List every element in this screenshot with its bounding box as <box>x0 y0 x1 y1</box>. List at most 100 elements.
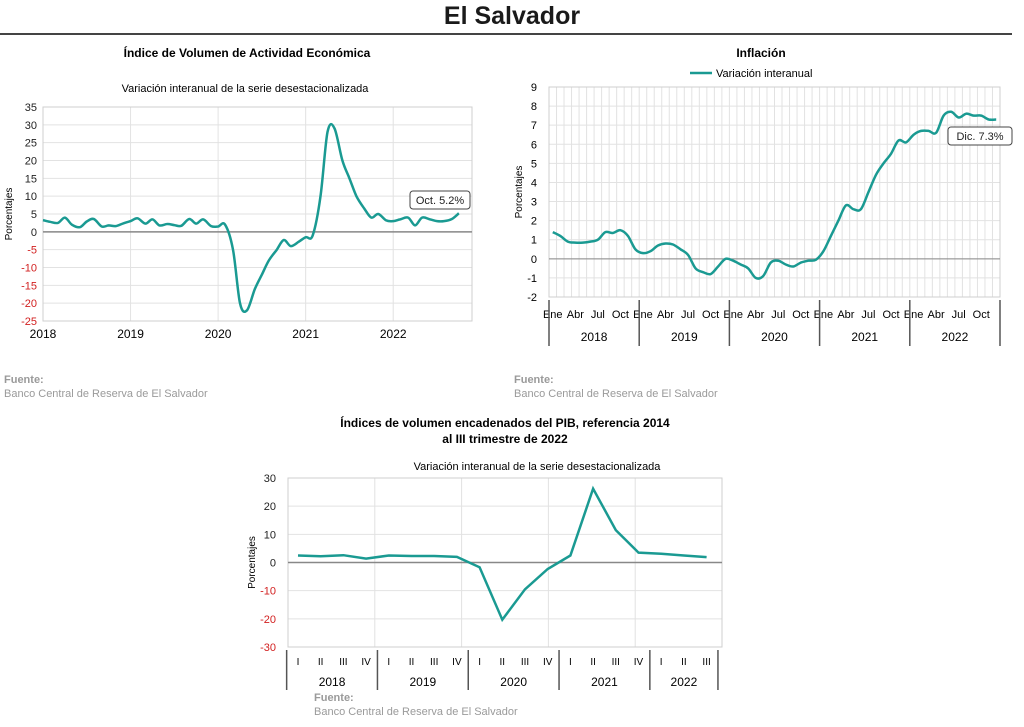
page-title: El Salvador <box>443 2 581 30</box>
pib-year-label: 2021 <box>591 675 618 689</box>
pib-year-label: 2018 <box>319 675 346 689</box>
source-label: Fuente: <box>4 374 44 386</box>
ivae-chart: Índice de Volumen de Actividad Económica… <box>4 45 473 341</box>
inflation-month-tick: Jul <box>952 309 966 321</box>
ivae-annotation-box <box>409 190 471 210</box>
inflation-month-tick: Oct <box>612 309 629 321</box>
ivae-xtick: 2020 <box>205 327 232 341</box>
pib-ylabel: Porcentajes <box>247 536 258 589</box>
inflation-plot-frame <box>548 86 1001 298</box>
pib-quarter-tick: IV <box>543 657 553 668</box>
ivae-ytick: -20 <box>21 298 37 310</box>
ivae-ytick: -15 <box>21 280 37 292</box>
ivae-ytick: 20 <box>25 156 37 168</box>
ivae-xtick: 2019 <box>117 327 144 341</box>
pib-quarter-tick: IV <box>634 657 644 668</box>
inflation-ytick: 9 <box>531 82 537 94</box>
pib-ytick: 0 <box>270 558 276 570</box>
inflation-ytick: 5 <box>531 158 537 170</box>
ivae-ytick: 10 <box>25 191 37 203</box>
inflation-month-tick: Jul <box>771 309 785 321</box>
pib-series-line <box>297 485 707 623</box>
pib-ytick: 30 <box>264 473 276 485</box>
pib-quarter-tick: I <box>387 657 390 668</box>
ivae-title: Índice de Volumen de Actividad Económica <box>124 45 371 60</box>
inflation-ytick: 4 <box>531 177 537 189</box>
inflation-month-tick: Abr <box>928 309 945 321</box>
source-text: Banco Central de Reserva de El Salvador <box>314 706 518 718</box>
pib-quarter-tick: III <box>339 657 347 668</box>
inflation-month-tick: Oct <box>792 309 809 321</box>
inflation-year-label: 2022 <box>942 330 969 344</box>
pib-ytick: -20 <box>260 614 276 626</box>
inflation-ytick: 1 <box>531 235 537 247</box>
inflation-annotation-box <box>947 126 1013 146</box>
pib-quarter-tick: III <box>521 657 529 668</box>
ivae-subtitle: Variación interanual de la serie desesta… <box>122 83 370 95</box>
ivae-ytick: -10 <box>21 263 37 275</box>
source-label: Fuente: <box>514 374 554 386</box>
pib-quarter-tick: II <box>318 657 324 668</box>
pib-quarter-tick: II <box>681 657 687 668</box>
inflation-ytick: 3 <box>531 197 537 209</box>
pib-quarter-tick: II <box>590 657 596 668</box>
pib-quarter-tick: III <box>702 657 710 668</box>
inflation-ytick: 0 <box>531 254 537 266</box>
pib-ytick: 20 <box>264 501 276 513</box>
pib-quarter-tick: II <box>409 657 415 668</box>
ivae-ytick: 5 <box>31 209 37 221</box>
inflation-ylabel: Porcentajes <box>514 166 525 219</box>
inflation-year-label: 2019 <box>671 330 698 344</box>
source-text: Banco Central de Reserva de El Salvador <box>4 388 208 400</box>
ivae-ytick: 25 <box>25 138 37 150</box>
pib-subtitle: Variación interanual de la serie desesta… <box>414 461 662 473</box>
inflation-year-label: 2020 <box>761 330 788 344</box>
pib-quarter-tick: IV <box>361 657 371 668</box>
inflation-month-tick: Jul <box>591 309 605 321</box>
inflation-title: Inflación <box>736 46 785 60</box>
pib-quarter-tick: I <box>660 657 663 668</box>
ivae-series-line <box>42 122 460 314</box>
ivae-ytick: 0 <box>31 227 37 239</box>
inflation-ytick: 6 <box>531 139 537 151</box>
source-label: Fuente: <box>314 692 354 704</box>
ivae-xtick: 2018 <box>30 327 57 341</box>
ivae-xtick: 2022 <box>380 327 407 341</box>
ivae-xtick: 2021 <box>292 327 319 341</box>
pib-quarter-tick: IV <box>452 657 462 668</box>
inflation-month-tick: Ene <box>904 309 924 321</box>
source-note-pib: Fuente: Banco Central de Reserva de El S… <box>314 691 518 719</box>
inflation-month-tick: Abr <box>567 309 584 321</box>
inflation-year-label: 2018 <box>581 330 608 344</box>
inflation-month-tick: Oct <box>702 309 719 321</box>
source-note-ivae: Fuente: Banco Central de Reserva de El S… <box>4 373 208 401</box>
inflation-month-tick: Jul <box>861 309 875 321</box>
ivae-ytick: 15 <box>25 173 37 185</box>
inflation-month-tick: Abr <box>747 309 764 321</box>
inflation-legend-label: Variación interanual <box>716 68 812 80</box>
inflation-month-tick: Ene <box>543 309 563 321</box>
ivae-ylabel: Porcentajes <box>4 188 15 241</box>
pib-quarter-tick: III <box>612 657 620 668</box>
inflation-month-tick: Ene <box>633 309 653 321</box>
pib-quarter-tick: II <box>500 657 506 668</box>
ivae-annotation: Oct. 5.2% <box>416 195 465 207</box>
inflation-month-tick: Ene <box>723 309 743 321</box>
inflation-month-tick: Abr <box>657 309 674 321</box>
inflation-ytick: 2 <box>531 216 537 228</box>
ivae-ytick: -25 <box>21 316 37 328</box>
inflation-series-line <box>552 110 997 280</box>
inflation-chart: Inflación Variación interanual Porcentajes… <box>514 46 1013 346</box>
inflation-month-tick: Abr <box>837 309 854 321</box>
pib-ytick: -30 <box>260 642 276 654</box>
pib-title: Índices de volumen encadenados del PIB, … <box>340 415 670 430</box>
inflation-annotation: Dic. 7.3% <box>956 131 1003 143</box>
pib-year-label: 2019 <box>409 675 436 689</box>
ivae-plot-frame <box>42 106 473 322</box>
pib-year-label: 2022 <box>671 675 698 689</box>
source-note-inflation: Fuente: Banco Central de Reserva de El S… <box>514 373 718 401</box>
pib-ytick: 10 <box>264 529 276 541</box>
pib-title-line2: al III trimestre de 2022 <box>442 432 568 446</box>
inflation-month-tick: Jul <box>681 309 695 321</box>
